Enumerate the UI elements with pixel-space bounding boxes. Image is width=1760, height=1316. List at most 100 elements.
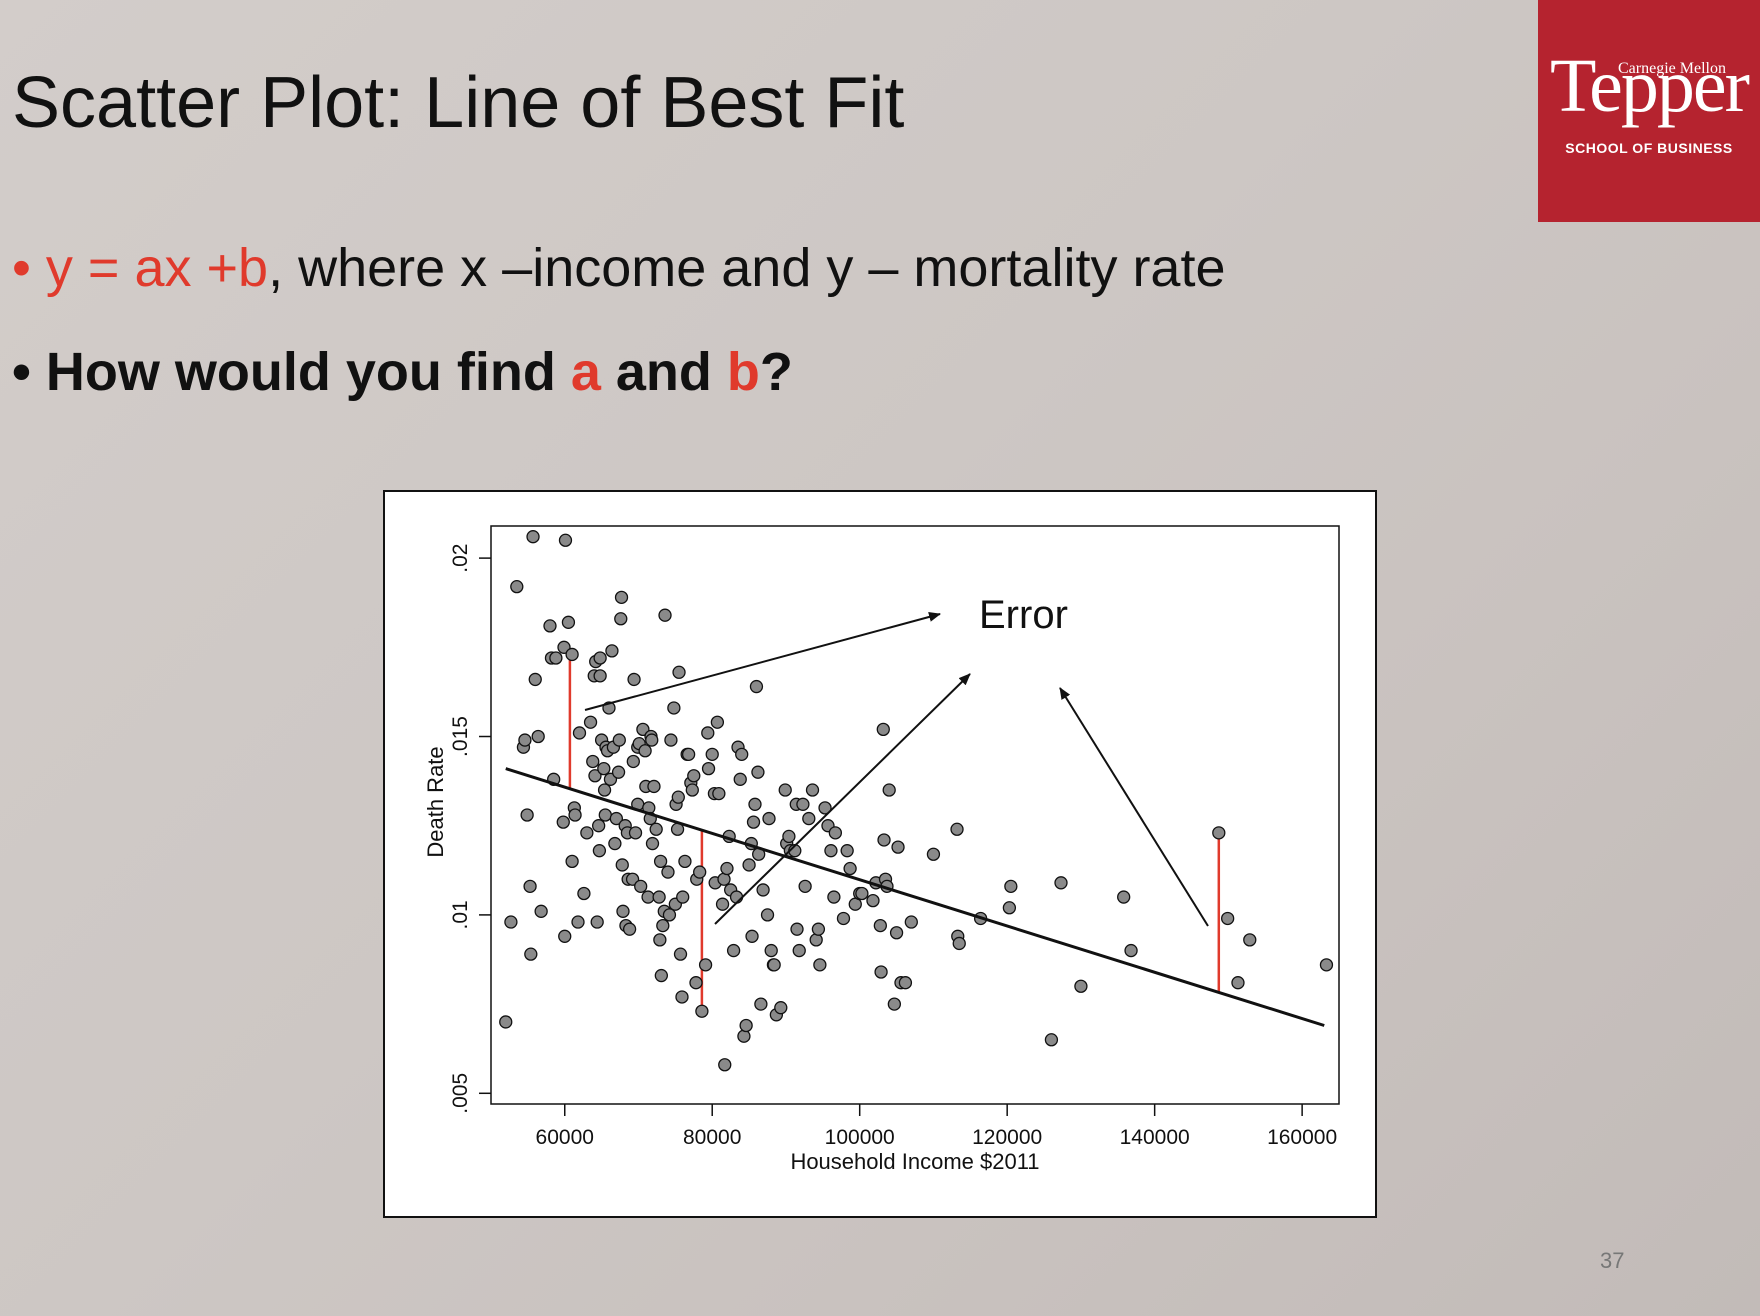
error-annotation: Error <box>979 593 1068 637</box>
data-point <box>1074 979 1088 993</box>
data-point <box>1231 976 1245 990</box>
data-point <box>561 615 576 629</box>
data-point <box>720 861 734 876</box>
x-tick-label: 120000 <box>972 1126 1042 1149</box>
data-point <box>824 844 838 858</box>
data-point <box>764 943 778 958</box>
data-point <box>524 947 538 961</box>
data-point <box>828 826 843 840</box>
x-tick-label: 80000 <box>683 1126 741 1149</box>
data-point <box>671 790 685 804</box>
data-point <box>592 819 606 833</box>
data-point <box>1054 876 1068 890</box>
data-point <box>742 858 756 872</box>
data-point <box>887 997 902 1011</box>
data-point <box>687 769 701 783</box>
data-point <box>583 715 598 729</box>
data-point <box>827 890 841 904</box>
data-point <box>710 715 725 729</box>
data-point <box>774 1001 788 1015</box>
x-axis: 60000 80000 100000 120000 140000 160000 <box>536 1104 1337 1149</box>
logo-name: Tepper <box>1550 44 1750 128</box>
data-point <box>751 765 765 779</box>
x-tick-label: 160000 <box>1267 1126 1337 1149</box>
data-point <box>580 826 594 840</box>
data-point <box>645 836 660 851</box>
data-point <box>705 747 719 761</box>
data-point <box>762 811 776 826</box>
data-point <box>802 811 816 826</box>
data-point <box>577 886 591 901</box>
data-point <box>676 890 690 904</box>
scatter-chart: .005 .01 .015 .02 60000 80000 100000 120000 140… <box>423 525 1340 1174</box>
data-point <box>798 879 812 894</box>
data-point <box>543 619 557 633</box>
data-point <box>531 729 545 744</box>
data-point <box>882 783 896 797</box>
data-point <box>756 883 770 897</box>
data-point <box>904 915 918 929</box>
y-tick-label: .02 <box>449 544 472 573</box>
data-point <box>873 918 887 933</box>
data-point <box>558 533 573 547</box>
data-point <box>588 769 602 783</box>
tepper-logo: Carnegie Mellon Tepper SCHOOL OF BUSINES… <box>1538 0 1760 222</box>
data-point <box>796 797 810 811</box>
data-point <box>528 672 542 687</box>
data-point <box>952 936 966 951</box>
data-point <box>695 1004 709 1018</box>
data-point <box>811 922 826 936</box>
equation-text: y = ax +b <box>45 238 269 298</box>
data-point <box>840 844 854 858</box>
data-point <box>565 854 579 869</box>
data-point <box>926 847 941 861</box>
data-point <box>950 822 964 836</box>
x-axis-label: Household Income $2011 <box>790 1149 1039 1174</box>
data-point <box>526 530 540 544</box>
data-point <box>586 754 600 769</box>
data-point <box>1044 1033 1059 1047</box>
bullet-equation: • y = ax +b, where x –income and y – mor… <box>12 238 1226 298</box>
data-point <box>654 968 668 983</box>
data-point <box>634 879 648 894</box>
data-point <box>592 844 607 858</box>
data-point <box>855 886 869 901</box>
data-point <box>745 929 759 943</box>
question-mid: and <box>600 342 727 402</box>
page-number: 37 <box>1600 1248 1625 1273</box>
question-end: ? <box>759 342 793 402</box>
data-point <box>733 772 747 786</box>
data-point <box>813 958 827 972</box>
data-point <box>597 783 612 797</box>
data-point <box>778 783 792 797</box>
data-point <box>593 669 607 683</box>
x-tick-label: 140000 <box>1120 1126 1190 1149</box>
data-point <box>534 904 548 918</box>
data-point <box>746 815 761 829</box>
error-arrow-2 <box>714 673 971 925</box>
data-point <box>649 822 663 836</box>
bullet-question: • How would you find a and b? <box>12 342 1226 402</box>
y-axis: .005 .01 .015 .02 <box>449 544 491 1114</box>
data-point <box>520 808 534 822</box>
data-point <box>718 1058 732 1072</box>
data-point <box>615 858 629 872</box>
data-point <box>622 922 637 936</box>
data-point <box>598 808 612 822</box>
data-point <box>737 1029 751 1043</box>
plot-area <box>490 525 1340 1105</box>
data-point <box>712 786 726 801</box>
data-point <box>656 918 670 933</box>
data-point <box>782 829 796 844</box>
data-point <box>1212 826 1226 840</box>
data-point <box>645 733 659 747</box>
data-point <box>767 958 781 972</box>
data-point <box>726 943 741 958</box>
data-point <box>661 865 675 879</box>
data-point <box>647 779 661 794</box>
y-axis-label: Death Rate <box>423 746 448 857</box>
data-point <box>715 897 730 911</box>
error-arrow-3 <box>1059 687 1209 927</box>
data-point <box>754 997 768 1011</box>
data-point <box>735 747 749 761</box>
